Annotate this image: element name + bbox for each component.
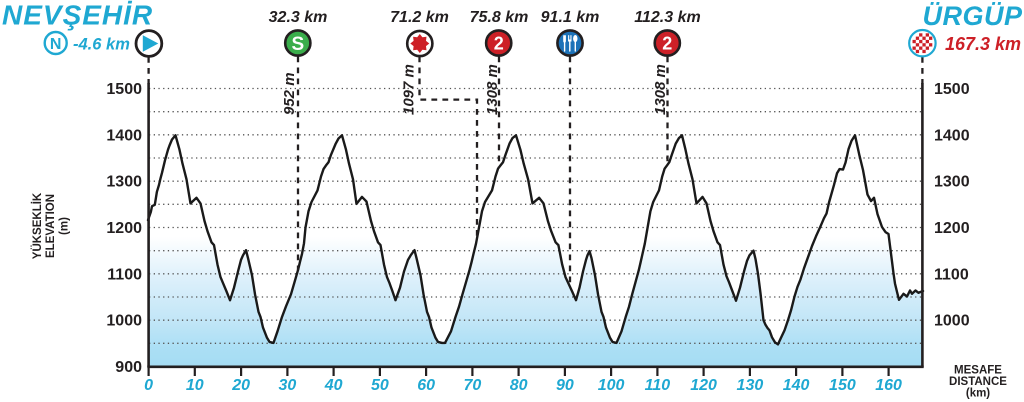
svg-text:120: 120	[690, 377, 717, 394]
svg-text:ELEVATION: ELEVATION	[45, 194, 57, 258]
svg-text:(km): (km)	[966, 388, 990, 400]
svg-text:DISTANCE: DISTANCE	[949, 376, 1007, 388]
svg-text:-4.6 km: -4.6 km	[73, 36, 130, 54]
svg-text:60: 60	[417, 377, 435, 394]
svg-text:1500: 1500	[934, 81, 970, 98]
svg-text:N: N	[50, 36, 62, 53]
svg-text:NEVŞEHİR: NEVŞEHİR	[2, 0, 153, 31]
svg-text:1300: 1300	[106, 174, 142, 191]
svg-text:0: 0	[144, 377, 153, 394]
svg-text:10: 10	[186, 377, 204, 394]
svg-text:1100: 1100	[934, 266, 969, 283]
svg-text:1500: 1500	[106, 81, 142, 98]
svg-text:1400: 1400	[106, 127, 142, 144]
svg-text:1100: 1100	[107, 266, 142, 283]
svg-text:50: 50	[371, 377, 389, 394]
svg-text:1000: 1000	[934, 313, 970, 330]
svg-text:112.3 km: 112.3 km	[634, 9, 700, 26]
svg-text:167.3 km: 167.3 km	[945, 34, 1021, 54]
svg-text:20: 20	[231, 377, 250, 394]
svg-text:1200: 1200	[934, 220, 970, 237]
svg-text:1308 m: 1308 m	[484, 64, 501, 115]
svg-text:YÜKSEKLİK: YÜKSEKLİK	[31, 192, 44, 259]
svg-text:91.1 km: 91.1 km	[541, 9, 600, 26]
svg-text:1300: 1300	[934, 174, 970, 191]
svg-text:1308 m: 1308 m	[652, 64, 669, 115]
svg-text:30: 30	[279, 377, 297, 394]
svg-text:71.2 km: 71.2 km	[390, 9, 449, 26]
svg-text:MESAFE: MESAFE	[954, 365, 1002, 377]
svg-text:32.3 km: 32.3 km	[269, 9, 328, 26]
svg-text:(m): (m)	[59, 217, 71, 235]
svg-text:952 m: 952 m	[281, 72, 298, 115]
svg-text:1200: 1200	[106, 220, 142, 237]
svg-text:75.8 km: 75.8 km	[470, 9, 529, 26]
svg-text:160: 160	[875, 377, 902, 394]
svg-text:140: 140	[783, 377, 810, 394]
svg-text:40: 40	[324, 377, 343, 394]
svg-text:1097 m: 1097 m	[401, 64, 418, 115]
svg-text:70: 70	[464, 377, 482, 394]
svg-text:900: 900	[115, 359, 142, 376]
svg-text:S: S	[291, 34, 304, 55]
svg-text:130: 130	[737, 377, 764, 394]
svg-text:ÜRGÜP: ÜRGÜP	[922, 1, 1022, 31]
svg-text:80: 80	[510, 377, 528, 394]
svg-text:1000: 1000	[106, 313, 142, 330]
svg-text:2: 2	[494, 34, 504, 54]
svg-text:150: 150	[829, 377, 856, 394]
svg-text:100: 100	[598, 377, 625, 394]
svg-text:2: 2	[662, 34, 672, 54]
svg-text:90: 90	[556, 377, 574, 394]
svg-text:110: 110	[645, 377, 671, 394]
svg-text:1400: 1400	[934, 127, 970, 144]
